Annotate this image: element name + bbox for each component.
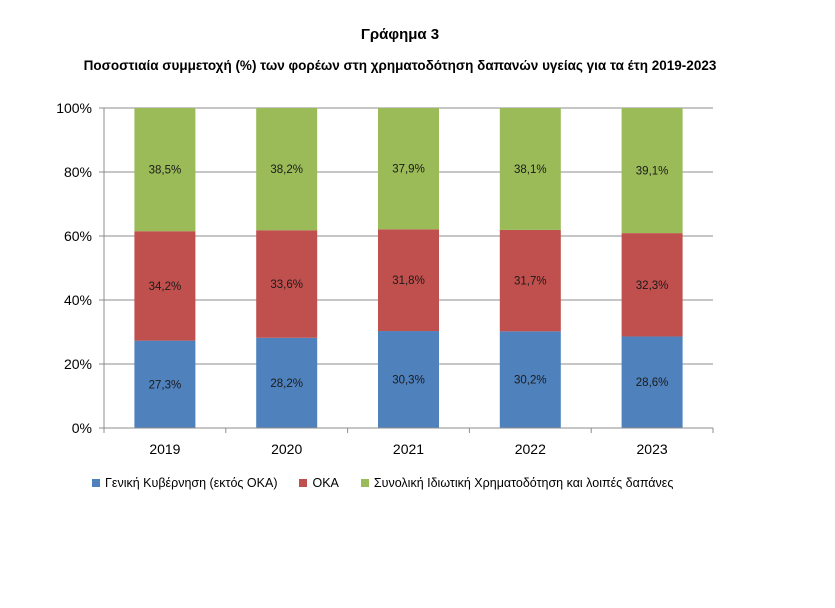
y-tick-label: 60% <box>64 228 92 244</box>
data-label: 31,7% <box>514 276 547 288</box>
data-label: 34,2% <box>149 281 182 293</box>
bar-segment <box>499 229 561 332</box>
y-tick-label: 0% <box>72 420 92 436</box>
x-tick-label: 2023 <box>637 441 668 457</box>
legend-item-private-financing: Συνολική Ιδιωτική Χρηματοδότηση και λοιπ… <box>360 476 674 490</box>
legend-item-oka: ΟΚΑ <box>299 476 339 490</box>
data-label: 32,3% <box>636 280 669 292</box>
legend-label: ΟΚΑ <box>312 476 339 490</box>
bar-segment <box>621 233 683 337</box>
legend-item-general-government: Γενική Κυβέρνηση (εκτός ΟΚΑ) <box>92 476 277 490</box>
bar-segment <box>378 331 439 428</box>
x-tick-label: 2021 <box>393 441 424 457</box>
x-tick-label: 2020 <box>271 441 302 457</box>
legend-swatch <box>299 479 308 487</box>
bar-segment <box>134 340 196 428</box>
bar-segment <box>134 108 196 232</box>
chart-title: Γράφημα 3 <box>360 26 440 43</box>
data-label: 28,2% <box>270 378 303 390</box>
data-label: 28,6% <box>636 377 669 389</box>
bar-segment <box>256 337 318 428</box>
bar-segment <box>256 230 318 338</box>
bar-segment <box>378 229 439 332</box>
legend-swatch <box>360 479 369 487</box>
data-label: 30,3% <box>392 375 425 387</box>
bar-segment <box>499 331 561 428</box>
legend-label: Συνολική Ιδιωτική Χρηματοδότηση και λοιπ… <box>373 476 674 490</box>
y-tick-label: 20% <box>64 356 92 372</box>
legend: Γενική Κυβέρνηση (εκτός ΟΚΑ) ΟΚΑ Συνολικ… <box>92 476 695 490</box>
bar-segment <box>621 108 683 234</box>
bar-segment <box>499 108 561 230</box>
y-tick-label: 100% <box>56 100 92 116</box>
x-tick-label: 2022 <box>515 441 546 457</box>
bar-segment <box>256 108 318 231</box>
data-label: 39,1% <box>636 166 669 178</box>
data-label: 27,3% <box>149 379 182 391</box>
data-label: 30,2% <box>514 375 547 387</box>
legend-swatch <box>92 479 100 487</box>
y-tick-label: 80% <box>64 164 92 180</box>
chart-subtitle: Ποσοστιαία συμμετοχή (%) των φορέων στη … <box>83 58 717 73</box>
data-label: 38,1% <box>514 164 547 176</box>
data-label: 38,2% <box>270 164 303 176</box>
data-label: 33,6% <box>270 279 303 291</box>
legend-label: Γενική Κυβέρνηση (εκτός ΟΚΑ) <box>105 476 278 490</box>
bar-segment <box>378 108 439 230</box>
y-tick-label: 40% <box>64 292 92 308</box>
x-tick-label: 2019 <box>149 441 180 457</box>
bar-segment <box>134 231 196 341</box>
data-label: 37,9% <box>392 164 425 176</box>
data-label: 31,8% <box>392 275 425 287</box>
data-label: 38,5% <box>149 165 182 177</box>
bar-segment <box>621 336 683 428</box>
